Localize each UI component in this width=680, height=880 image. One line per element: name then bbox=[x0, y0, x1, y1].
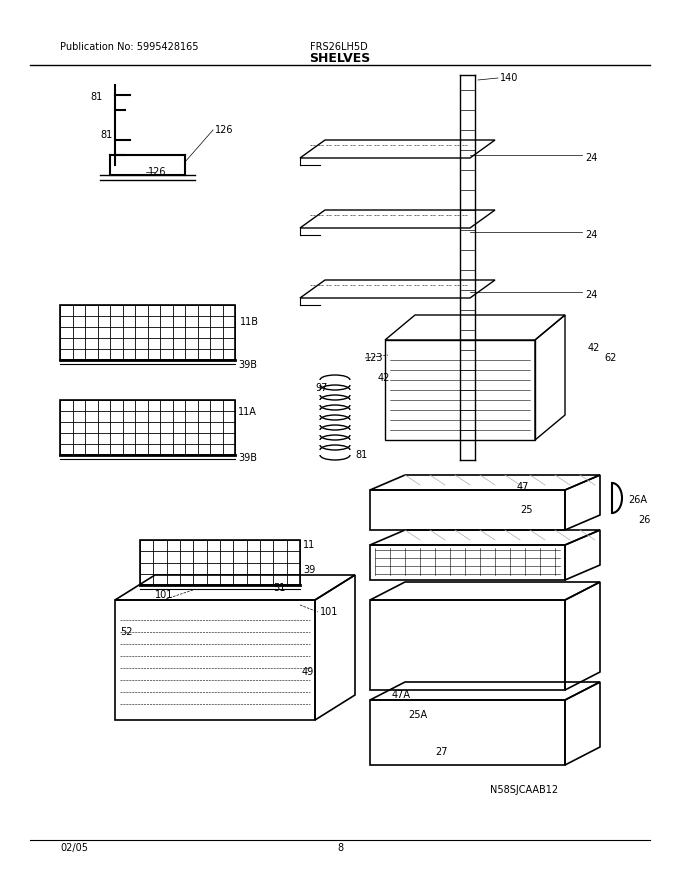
Text: 02/05: 02/05 bbox=[60, 843, 88, 853]
Text: Publication No: 5995428165: Publication No: 5995428165 bbox=[60, 42, 199, 52]
Text: 140: 140 bbox=[500, 73, 518, 83]
Text: 81: 81 bbox=[355, 450, 367, 460]
Text: 62: 62 bbox=[604, 353, 616, 363]
Text: 42: 42 bbox=[588, 343, 600, 353]
Text: 47A: 47A bbox=[392, 690, 411, 700]
Text: 101: 101 bbox=[155, 590, 173, 600]
Text: 26: 26 bbox=[638, 515, 650, 525]
Text: FRS26LH5D: FRS26LH5D bbox=[310, 42, 368, 52]
Bar bbox=[140, 540, 300, 585]
Text: 39B: 39B bbox=[238, 453, 257, 463]
Text: 97: 97 bbox=[315, 383, 327, 393]
Text: 47: 47 bbox=[517, 482, 529, 492]
Text: 24: 24 bbox=[585, 230, 597, 240]
Text: 25: 25 bbox=[520, 505, 532, 515]
Text: 126: 126 bbox=[215, 125, 233, 135]
Text: 52: 52 bbox=[120, 627, 133, 637]
Text: 24: 24 bbox=[585, 290, 597, 300]
Text: 25A: 25A bbox=[408, 710, 427, 720]
Text: 39B: 39B bbox=[238, 360, 257, 370]
Text: 11A: 11A bbox=[238, 407, 257, 417]
Text: 39: 39 bbox=[303, 565, 316, 575]
Text: 27: 27 bbox=[435, 747, 447, 757]
Text: SHELVES: SHELVES bbox=[309, 52, 371, 64]
Text: 26A: 26A bbox=[628, 495, 647, 505]
Text: 8: 8 bbox=[337, 843, 343, 853]
Bar bbox=[60, 305, 235, 360]
Bar bbox=[60, 400, 235, 455]
Text: 51: 51 bbox=[273, 583, 286, 593]
Text: N58SJCAAB12: N58SJCAAB12 bbox=[490, 785, 558, 795]
Text: 42: 42 bbox=[378, 373, 390, 383]
Text: 81: 81 bbox=[90, 92, 102, 102]
Text: 11B: 11B bbox=[240, 317, 259, 327]
Text: 101: 101 bbox=[320, 607, 339, 617]
Text: 81: 81 bbox=[100, 130, 112, 140]
Text: 49: 49 bbox=[302, 667, 314, 677]
Text: 123: 123 bbox=[365, 353, 384, 363]
Text: 24: 24 bbox=[585, 153, 597, 163]
Text: 11: 11 bbox=[303, 540, 316, 550]
Text: 126: 126 bbox=[148, 167, 167, 177]
